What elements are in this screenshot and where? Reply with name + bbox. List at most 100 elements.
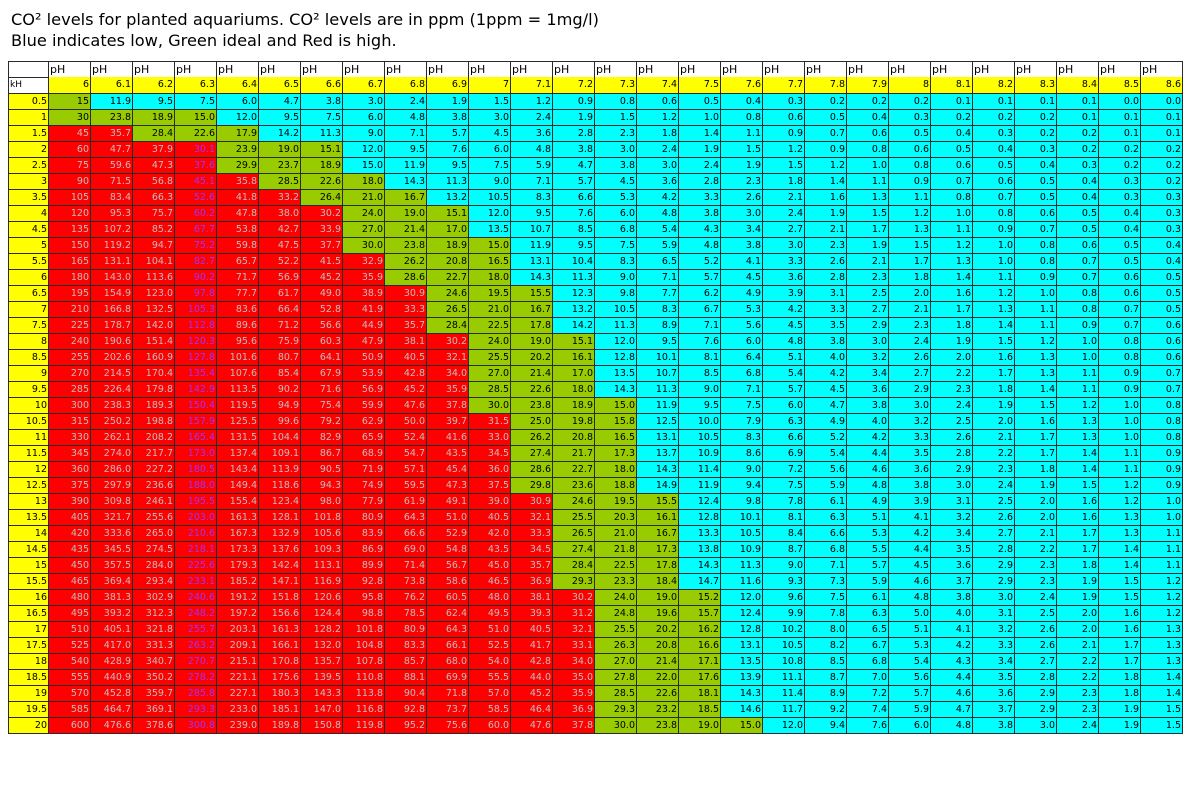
co2-value-cell: 0.5 [1056,220,1099,238]
co2-value-cell: 34.0 [552,652,595,670]
co2-value-cell: 1.8 [972,380,1015,398]
co2-value-cell: 45.1 [174,172,217,190]
co2-value-cell: 191.2 [216,588,259,606]
co2-value-cell: 0.4 [846,108,889,126]
co2-value-cell: 190.6 [90,332,133,350]
co2-value-cell: 75.7 [132,204,175,222]
co2-value-cell: 123.0 [132,284,175,302]
kh-value-cell: 19 [8,684,49,702]
kh-value-cell: 6 [8,268,49,286]
ph-value-cell: 6.3 [174,77,217,94]
co2-value-cell: 1.1 [720,124,763,142]
co2-value-cell: 61.7 [258,284,301,302]
co2-value-cell: 6.8 [804,540,847,558]
kh-value-cell: 19.5 [8,700,49,718]
co2-value-cell: 13.7 [636,444,679,462]
ph-value-cell: 7.6 [720,77,763,94]
kh-value-cell: 2 [8,140,49,158]
co2-value-cell: 15.5 [636,492,679,510]
co2-value-cell: 10.5 [594,300,637,318]
co2-value-cell: 1.4 [1098,556,1141,574]
co2-value-cell: 262.1 [90,428,133,446]
co2-value-cell: 2.6 [972,508,1015,526]
co2-value-cell: 4.3 [930,652,973,670]
co2-value-cell: 35.9 [426,380,469,398]
co2-value-cell: 7.0 [846,668,889,686]
co2-value-cell: 32.1 [552,620,595,638]
co2-value-cell: 3.8 [594,156,637,174]
co2-value-cell: 86.7 [300,444,343,462]
ph-label-cell: pH [1056,61,1099,77]
co2-value-cell: 3.3 [972,636,1015,654]
co2-value-cell: 25.5 [468,348,511,366]
co2-value-cell: 9.5 [426,156,469,174]
co2-value-cell: 1.4 [1140,684,1183,702]
co2-value-cell: 26.4 [300,188,343,206]
co2-value-cell: 7.3 [804,572,847,590]
co2-value-cell: 39.7 [426,412,469,430]
co2-value-cell: 4.7 [258,92,301,110]
co2-value-cell: 90 [48,172,91,190]
co2-value-cell: 0.7 [1098,316,1141,334]
co2-value-cell: 0.4 [1014,156,1057,174]
co2-value-cell: 33.3 [384,300,427,318]
co2-value-cell: 1.8 [636,124,679,142]
ph-label-cell: pH [48,61,91,77]
co2-value-cell: 202.6 [90,348,133,366]
co2-value-cell: 3.0 [888,396,931,414]
ph-label-cell: pH [1014,61,1057,77]
co2-value-cell: 11.7 [762,700,805,718]
co2-value-cell: 3.5 [930,540,973,558]
co2-value-cell: 35.9 [552,684,595,702]
co2-value-cell: 53.9 [342,364,385,382]
co2-value-cell: 0.8 [1056,300,1099,318]
co2-value-cell: 2.7 [972,524,1015,542]
ph-label-cell: pH [846,61,889,77]
co2-value-cell: 2.4 [762,204,805,222]
co2-value-cell: 3.3 [678,188,721,206]
co2-value-cell: 2.6 [930,428,973,446]
co2-value-cell: 77.7 [216,284,259,302]
co2-value-cell: 88.1 [384,668,427,686]
co2-value-cell: 1.1 [1056,364,1099,382]
co2-value-cell: 7.1 [720,380,763,398]
co2-value-cell: 7.8 [804,604,847,622]
co2-value-cell: 18.0 [594,460,637,478]
co2-value-cell: 7.5 [468,156,511,174]
co2-value-cell: 94.9 [258,396,301,414]
co2-value-cell: 4.9 [846,492,889,510]
co2-value-cell: 5.9 [636,236,679,254]
co2-value-cell: 1.9 [846,236,889,254]
co2-value-cell: 124.4 [300,604,343,622]
co2-value-cell: 13.5 [720,652,763,670]
co2-value-cell: 300 [48,396,91,414]
co2-value-cell: 293.3 [174,700,217,718]
co2-value-cell: 23.9 [216,140,259,158]
co2-value-cell: 4.5 [804,380,847,398]
co2-value-cell: 161.3 [258,620,301,638]
co2-value-cell: 2.3 [888,316,931,334]
co2-value-cell: 2.4 [510,108,553,126]
co2-value-cell: 1.4 [1014,380,1057,398]
co2-value-cell: 24.6 [552,492,595,510]
kh-value-cell: 16 [8,588,49,606]
co2-value-cell: 13.5 [468,220,511,238]
co2-value-cell: 1.8 [888,268,931,286]
data-row: 9 270 214.5 170.4 135.4 107.6 85.4 67.9 53.9 42.8… [8,364,1183,382]
co2-value-cell: 195.5 [174,492,217,510]
co2-value-cell: 1.3 [1014,364,1057,382]
co2-value-cell: 180.5 [174,460,217,478]
co2-value-cell: 113.9 [258,460,301,478]
co2-value-cell: 321.7 [90,508,133,526]
co2-value-cell: 150.8 [300,716,343,734]
co2-value-cell: 221.1 [216,668,259,686]
co2-value-cell: 495 [48,604,91,622]
co2-value-cell: 47.8 [216,204,259,222]
co2-value-cell: 2.4 [930,396,973,414]
co2-value-cell: 4.8 [384,108,427,126]
co2-value-cell: 38.0 [258,204,301,222]
co2-value-cell: 27.4 [552,540,595,558]
co2-value-cell: 1.1 [930,220,973,238]
co2-value-cell: 15.7 [678,604,721,622]
co2-value-cell: 0.8 [1014,252,1057,270]
